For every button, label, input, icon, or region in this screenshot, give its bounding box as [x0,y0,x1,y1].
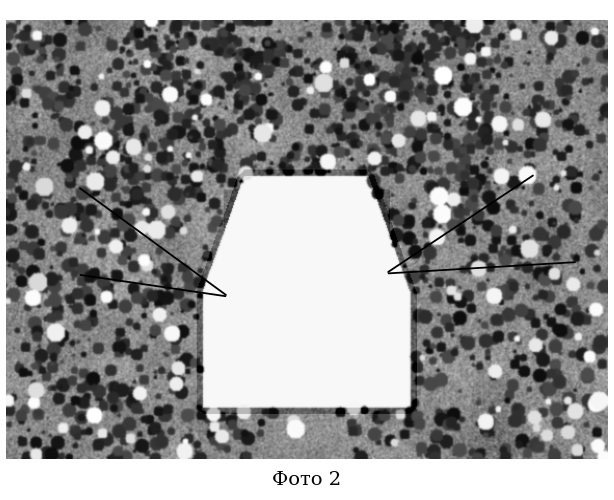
Text: Фото 2: Фото 2 [273,471,341,489]
